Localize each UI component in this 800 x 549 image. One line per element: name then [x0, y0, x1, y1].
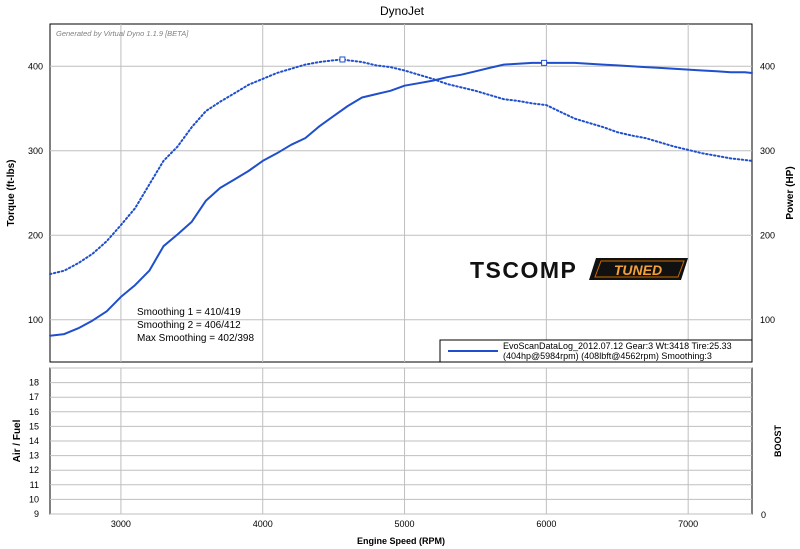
torque-tick-label: 100	[28, 315, 43, 325]
chart-title: DynoJet	[380, 4, 425, 18]
annotation-smoothing-1: Smoothing 1 = 410/419	[137, 307, 241, 318]
legend: EvoScanDataLog_2012.07.12 Gear:3 Wt:3418…	[439, 339, 753, 363]
power-curve	[49, 61, 753, 337]
upper-plot-frame	[49, 23, 753, 363]
power-tick-labels: 100 200 300 400	[760, 61, 775, 325]
air-fuel-axis-label: Air / Fuel	[12, 419, 23, 462]
annotation-max-smoothing: Max Smoothing = 402/398	[137, 333, 254, 344]
lower-grid	[50, 367, 752, 515]
upper-panel: Generated by Virtual Dyno 1.1.9 [BETA] 1…	[6, 23, 796, 363]
power-tick-label: 200	[760, 230, 775, 240]
power-axis-label: Power (HP)	[785, 166, 796, 219]
logo-text: TSCOMP	[470, 257, 577, 283]
logo-badge-inner	[594, 260, 685, 278]
air-fuel-tick-label: 17	[29, 392, 39, 402]
x-tick-label: 4000	[253, 519, 273, 529]
power-tick-label: 300	[760, 146, 775, 156]
annotation-smoothing-2: Smoothing 2 = 406/412	[137, 320, 241, 331]
air-fuel-tick-label: 14	[29, 436, 39, 446]
air-fuel-tick-label: 9	[34, 509, 39, 519]
torque-tick-label: 200	[28, 230, 43, 240]
legend-entry-line-2: (404hp@5984rpm) (408lbft@4562rpm) Smooth…	[503, 351, 712, 361]
air-fuel-tick-label: 18	[29, 378, 39, 388]
logo-badge-shape	[589, 258, 688, 280]
tscomp-logo: TSCOMP TUNED	[470, 257, 688, 283]
air-fuel-tick-label: 15	[29, 421, 39, 431]
lower-panel: 9 10 11 12 13 14 15 16 17 18 0 Air / Fuel BOOST	[12, 367, 783, 520]
x-tick-label: 6000	[536, 519, 556, 529]
legend-entry-line-1: EvoScanDataLog_2012.07.12 Gear:3 Wt:3418…	[503, 341, 732, 351]
air-fuel-tick-label: 10	[29, 494, 39, 504]
air-fuel-tick-label: 11	[30, 480, 39, 490]
torque-tick-label: 300	[28, 146, 43, 156]
watermark: Generated by Virtual Dyno 1.1.9 [BETA]	[56, 29, 189, 38]
smoothing-annotations: Smoothing 1 = 410/419 Smoothing 2 = 406/…	[137, 307, 254, 344]
torque-curve	[49, 58, 753, 276]
x-tick-label: 5000	[395, 519, 415, 529]
air-fuel-tick-label: 16	[29, 407, 39, 417]
air-fuel-tick-label: 12	[29, 465, 39, 475]
air-fuel-tick-labels: 9 10 11 12 13 14 15 16 17 18	[29, 378, 39, 519]
torque-peak-marker	[339, 56, 346, 63]
torque-tick-labels: 100 200 300 400	[28, 61, 43, 325]
rpm-tick-labels: 3000 4000 5000 6000 7000	[111, 519, 698, 529]
series-layer	[49, 56, 753, 337]
boost-zero-tick: 0	[761, 510, 766, 520]
torque-axis-label: Torque (ft-lbs)	[6, 159, 17, 226]
legend-box	[439, 339, 753, 363]
torque-tick-label: 400	[28, 61, 43, 71]
x-tick-label: 7000	[678, 519, 698, 529]
logo-badge-text: TUNED	[614, 262, 662, 278]
boost-axis-label: BOOST	[773, 425, 783, 458]
power-peak-marker	[541, 59, 548, 66]
power-tick-label: 400	[760, 61, 775, 71]
x-tick-label: 3000	[111, 519, 131, 529]
power-tick-label: 100	[760, 315, 775, 325]
air-fuel-tick-label: 13	[29, 451, 39, 461]
x-axis-label: Engine Speed (RPM)	[357, 536, 445, 546]
